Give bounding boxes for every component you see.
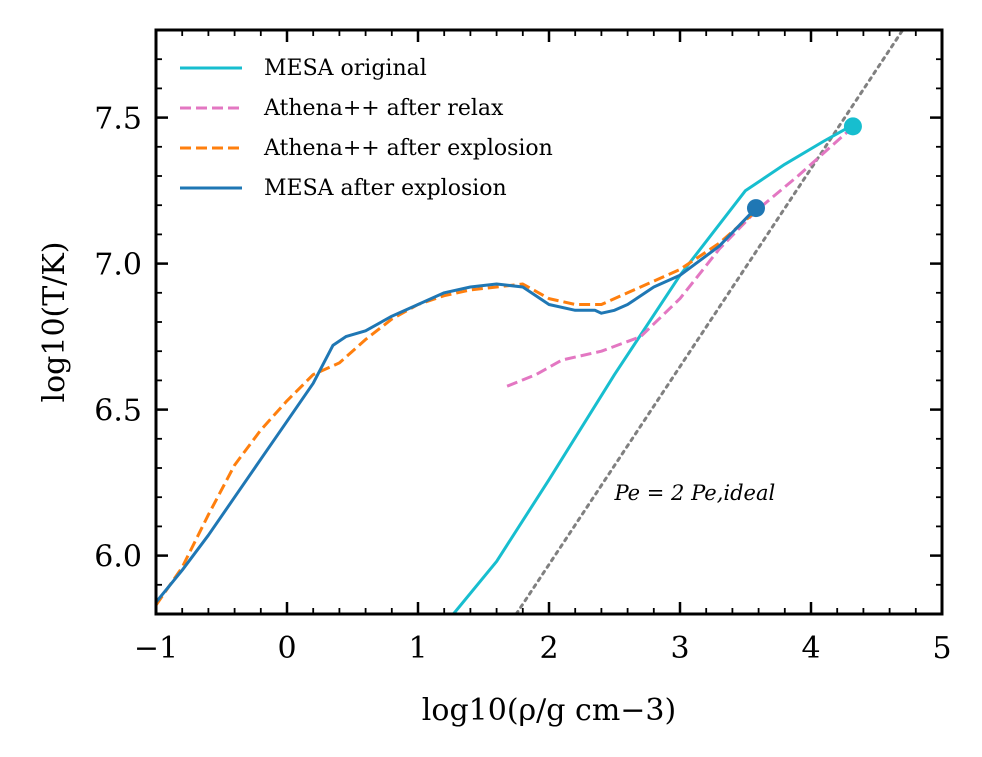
- axes-layer: −1 0 1 2 3 4 5 6.0 6.5 7.0 7.5 log10(ρ/g cm−3) log10…: [37, 28, 952, 728]
- y-tick-label: 6.5: [94, 394, 142, 429]
- series-line-4: [156, 207, 758, 604]
- endpoint-marker-1: [746, 199, 765, 218]
- x-tick-label: 5: [932, 631, 951, 666]
- y-tick-label: 7.5: [94, 102, 142, 137]
- legend-label-1: MESA original: [264, 56, 427, 81]
- annotation-layer: Pe = 2 Pe,ideal: [614, 481, 776, 505]
- reference-line: [514, 30, 905, 614]
- x-tick-label: −1: [134, 631, 178, 666]
- x-axis-label: log10(ρ/g cm−3): [422, 693, 676, 728]
- y-tick-label: 7.0: [94, 248, 142, 283]
- x-tick-label: 1: [408, 631, 427, 666]
- x-tick-label: 0: [277, 631, 296, 666]
- y-tick-label: 6.0: [94, 540, 142, 575]
- endpoint-marker-2: [843, 117, 862, 136]
- legend-label-2: Athena++ after relax: [263, 96, 504, 121]
- x-tick-label: 4: [801, 631, 820, 666]
- marker-layer: [746, 117, 862, 218]
- x-tick-label: 2: [539, 631, 558, 666]
- reference-line-layer: [514, 30, 905, 614]
- annotation-text: Pe = 2 Pe,ideal: [614, 481, 776, 505]
- legend-label-4: MESA after explosion: [264, 176, 507, 201]
- legend-label-3: Athena++ after explosion: [263, 136, 553, 161]
- series-line-2: [506, 128, 852, 388]
- x-tick-label: 3: [670, 631, 689, 666]
- series-layer: [156, 125, 852, 614]
- y-axis-label: log10(T/K): [37, 242, 72, 403]
- series-line-3: [156, 209, 757, 607]
- legend: MESA original Athena++ after relax Athena+…: [180, 56, 553, 201]
